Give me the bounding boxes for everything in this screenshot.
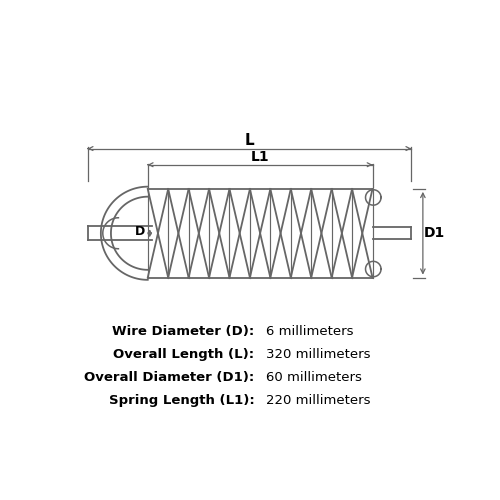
Text: 60 millimeters: 60 millimeters	[266, 371, 362, 384]
Text: D1: D1	[424, 226, 445, 240]
Text: Wire Diameter (D):: Wire Diameter (D):	[112, 325, 255, 338]
Text: Overall Length (L):: Overall Length (L):	[113, 348, 255, 361]
Text: D: D	[135, 225, 145, 238]
Text: Overall Diameter (D1):: Overall Diameter (D1):	[84, 371, 254, 384]
Text: 320 millimeters: 320 millimeters	[266, 348, 370, 361]
Text: 6 millimeters: 6 millimeters	[266, 325, 354, 338]
Text: Spring Length (L1):: Spring Length (L1):	[108, 394, 255, 407]
Text: 220 millimeters: 220 millimeters	[266, 394, 370, 407]
Text: L1: L1	[251, 150, 270, 164]
Text: L: L	[244, 132, 254, 148]
